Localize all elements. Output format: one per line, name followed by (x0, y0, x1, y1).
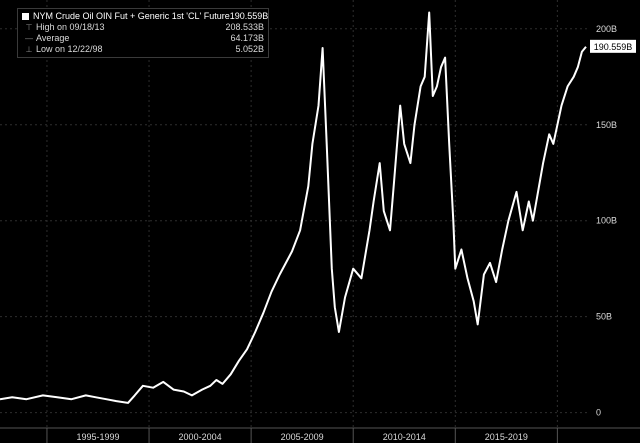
stat-value: 64.173B (230, 33, 264, 43)
stat-value: 208.533B (225, 22, 264, 32)
y-tick-label: 50B (596, 312, 612, 322)
last-value-box (590, 39, 636, 53)
last-value-label: 190.559B (594, 42, 633, 52)
low-marker-icon: ⊥ (25, 45, 33, 54)
y-tick-label: 150B (596, 120, 617, 130)
x-tick-label: 2005-2009 (281, 432, 324, 442)
legend-stat-low: ⊥ Low on 12/22/98 5.052B (22, 44, 264, 55)
x-tick-label: 2000-2004 (179, 432, 222, 442)
y-tick-label: 100B (596, 216, 617, 226)
x-tick-label: 1995-1999 (76, 432, 119, 442)
plot-area (0, 0, 588, 428)
series-line (0, 11, 587, 404)
series-path (0, 11, 587, 404)
legend-stat-average: — Average 64.173B (22, 33, 264, 44)
legend-title-row[interactable]: NYM Crude Oil OIN Fut + Generic 1st 'CL'… (22, 11, 268, 22)
stat-label: High on 09/18/13 (36, 22, 105, 32)
x-axis: 1995-1999 2000-2004 2005-2009 2010-2014 2015… (0, 427, 640, 443)
stat-label: Average (36, 33, 70, 43)
y-tick-label: 200B (596, 24, 617, 34)
x-tick-label: 2010-2014 (383, 432, 426, 442)
chart-legend[interactable]: NYM Crude Oil OIN Fut + Generic 1st 'CL'… (17, 8, 269, 58)
legend-stat-high: ⊤ High on 09/18/13 208.533B (22, 22, 264, 33)
x-tick-label: 2015-2019 (485, 432, 528, 442)
y-axis: 0 50B 100B 150B 200B (596, 24, 617, 418)
legend-title: NYM Crude Oil OIN Fut + Generic 1st 'CL'… (33, 11, 230, 21)
stat-value: 5.052B (235, 44, 264, 54)
high-marker-icon: ⊤ (25, 23, 33, 32)
last-value-tag: 190.559B (590, 39, 636, 53)
y-tick-label: 0 (596, 408, 601, 418)
average-line-icon: — (25, 34, 33, 43)
grid-lines (0, 0, 588, 428)
series-color-swatch (22, 13, 29, 20)
stat-label: Low on 12/22/98 (36, 44, 103, 54)
legend-title-value: 190.559B (229, 11, 269, 21)
